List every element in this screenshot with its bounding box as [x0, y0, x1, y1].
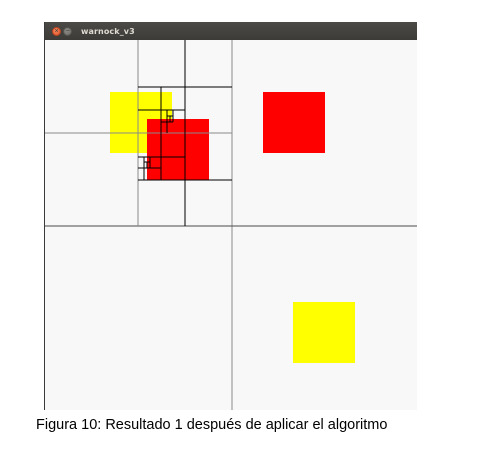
warnock-subdivision-drawing — [45, 40, 417, 410]
minimize-icon[interactable]: − — [63, 26, 72, 36]
app-window: × − warnock_v3 — [44, 22, 417, 410]
close-icon[interactable]: × — [52, 26, 61, 36]
drawing-canvas — [45, 40, 417, 410]
window-titlebar[interactable]: × − warnock_v3 — [45, 22, 417, 40]
window-title: warnock_v3 — [81, 26, 135, 36]
figure-caption: Figura 10: Resultado 1 después de aplica… — [36, 417, 388, 433]
yellow-square-bottom — [293, 302, 355, 363]
red-square-right — [263, 92, 325, 153]
red-square-center — [147, 119, 209, 180]
